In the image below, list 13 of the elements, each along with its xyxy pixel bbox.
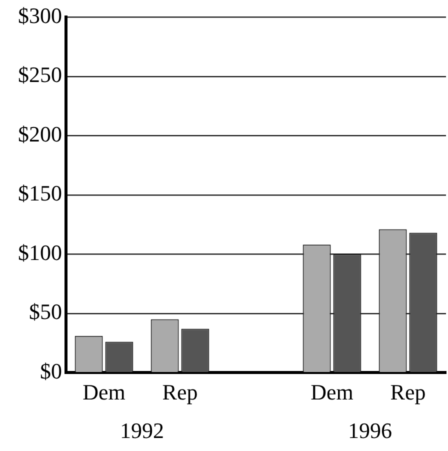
x-tick-label: Rep bbox=[390, 380, 426, 405]
x-tick-label: Dem bbox=[310, 380, 354, 405]
y-tick-label: $50 bbox=[29, 299, 62, 324]
y-tick-label: $200 bbox=[18, 121, 62, 146]
y-tick-label: $0 bbox=[40, 358, 62, 384]
x-tick-label: Dem bbox=[82, 380, 126, 405]
x-tick-label: Rep bbox=[162, 380, 198, 405]
y-tick-label: $300 bbox=[18, 2, 62, 28]
y-tick-label: $150 bbox=[18, 180, 62, 206]
y-tick-label: $250 bbox=[18, 62, 62, 88]
text: 1996 bbox=[348, 418, 392, 443]
text: 1992 bbox=[120, 418, 164, 443]
y-tick-label: $100 bbox=[18, 240, 62, 265]
